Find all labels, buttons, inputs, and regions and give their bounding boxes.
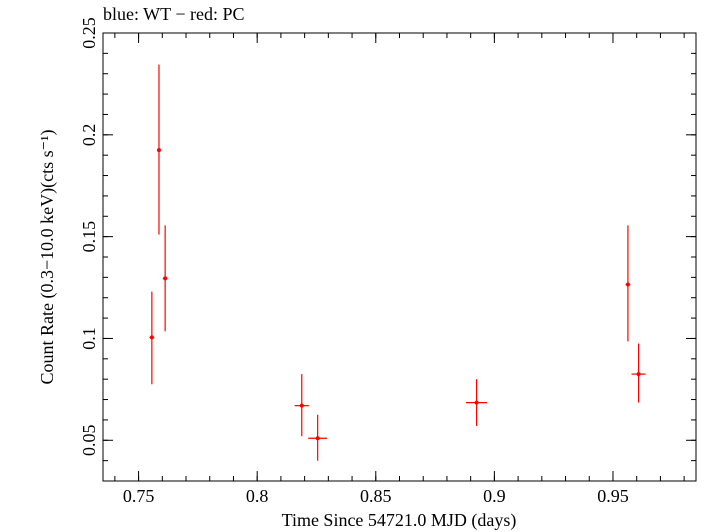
x-tick-label: 0.95: [597, 486, 629, 506]
axis-ticks: [103, 32, 696, 482]
y-axis-label: Count Rate (0.3−10.0 keV)(cts s⁻¹): [37, 129, 58, 384]
x-axis-label: Time Since 54721.0 MJD (days): [282, 510, 517, 531]
x-tick-label: 0.85: [360, 486, 392, 506]
data-marker: [163, 276, 168, 281]
x-tick-label: 0.8: [246, 486, 269, 506]
data-point-6: [465, 379, 488, 427]
y-tick-label: 0.2: [79, 124, 99, 147]
data-point-3: [162, 225, 168, 332]
data-points: [149, 64, 646, 461]
data-marker: [474, 400, 479, 405]
chart-title: blue: WT − red: PC: [103, 4, 245, 24]
data-marker: [156, 148, 161, 153]
plot-frame: [102, 32, 697, 482]
x-tick-label: 0.75: [123, 486, 155, 506]
data-point-2: [156, 64, 161, 235]
data-point-7: [625, 225, 631, 342]
y-tick-label: 0.05: [79, 425, 99, 457]
data-point-8: [631, 343, 646, 403]
y-tick-label: 0.15: [79, 221, 99, 253]
data-marker: [625, 282, 630, 287]
y-tick-label: 0.1: [79, 327, 99, 350]
data-marker: [299, 403, 304, 408]
y-tick-label: 0.25: [79, 17, 99, 49]
data-marker: [315, 436, 320, 441]
data-point-5: [308, 414, 328, 461]
data-marker: [636, 372, 641, 377]
x-tick-label: 0.9: [483, 486, 506, 506]
data-point-4: [294, 374, 309, 437]
data-marker: [149, 335, 154, 340]
data-point-1: [149, 291, 155, 385]
tick-labels: 0.75 0.8 0.85 0.9 0.95 0.05 0.1 0.15 0.2 0.25: [79, 17, 629, 506]
